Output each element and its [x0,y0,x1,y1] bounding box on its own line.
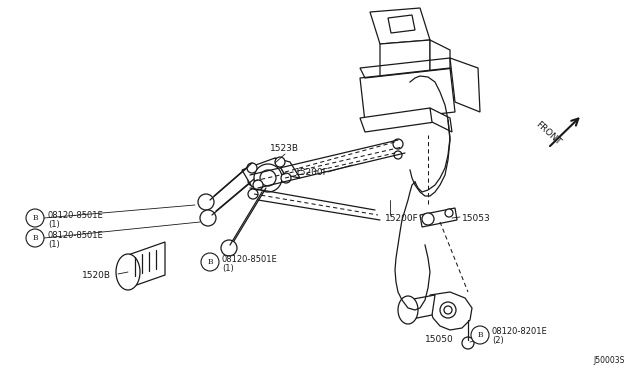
Polygon shape [388,15,415,33]
Circle shape [444,306,452,314]
Circle shape [253,180,263,190]
Ellipse shape [116,254,140,290]
Polygon shape [128,242,165,288]
Polygon shape [430,40,450,85]
Circle shape [260,170,276,186]
Circle shape [200,210,216,226]
Text: 08120-8501E: 08120-8501E [48,231,104,240]
Circle shape [275,157,285,167]
Text: 15200F: 15200F [385,214,419,222]
Circle shape [471,326,489,344]
Polygon shape [275,158,300,178]
Text: 15200F: 15200F [295,167,329,176]
Text: (2): (2) [492,337,504,346]
Text: J50003S: J50003S [594,356,625,365]
Circle shape [248,189,258,199]
Text: B: B [207,258,213,266]
Circle shape [393,139,403,149]
Circle shape [445,209,453,217]
Circle shape [281,173,291,183]
Polygon shape [430,108,452,132]
Polygon shape [360,108,435,132]
Polygon shape [380,40,430,79]
Text: (1): (1) [48,219,60,228]
Circle shape [248,176,258,186]
Text: 08120-8501E: 08120-8501E [48,211,104,219]
Text: (1): (1) [222,264,234,273]
Circle shape [26,229,44,247]
Circle shape [247,163,257,173]
Text: 1523B: 1523B [270,144,299,153]
Circle shape [394,151,402,159]
Text: 15050: 15050 [425,336,454,344]
Text: B: B [32,214,38,222]
Polygon shape [360,68,455,122]
Ellipse shape [398,296,418,324]
Circle shape [201,253,219,271]
Text: 1520B: 1520B [82,270,111,279]
Polygon shape [370,8,430,44]
Polygon shape [242,158,285,187]
Polygon shape [450,58,480,112]
Text: 08120-8501E: 08120-8501E [222,256,278,264]
Text: B: B [32,234,38,242]
Text: FRONT: FRONT [534,119,563,147]
Circle shape [462,337,474,349]
Polygon shape [407,295,435,320]
Circle shape [440,302,456,318]
Text: B: B [477,331,483,339]
Circle shape [254,164,282,192]
Circle shape [26,209,44,227]
Circle shape [198,194,214,210]
Polygon shape [430,292,472,330]
Circle shape [422,213,434,225]
Circle shape [221,240,237,256]
Text: (1): (1) [48,240,60,248]
Text: 08120-8201E: 08120-8201E [492,327,548,337]
Text: 15053: 15053 [462,214,491,222]
Polygon shape [420,208,457,227]
